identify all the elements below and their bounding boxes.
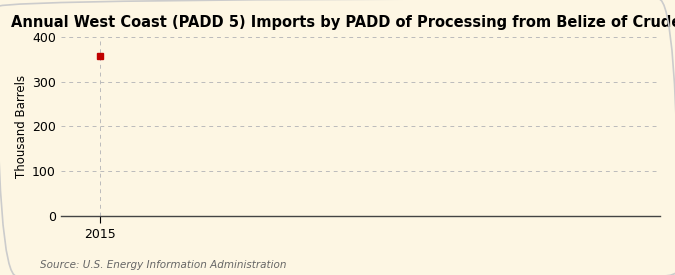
Y-axis label: Thousand Barrels: Thousand Barrels xyxy=(15,75,28,178)
Title: Annual West Coast (PADD 5) Imports by PADD of Processing from Belize of Crude Oi: Annual West Coast (PADD 5) Imports by PA… xyxy=(11,15,675,30)
Text: Source: U.S. Energy Information Administration: Source: U.S. Energy Information Administ… xyxy=(40,260,287,270)
